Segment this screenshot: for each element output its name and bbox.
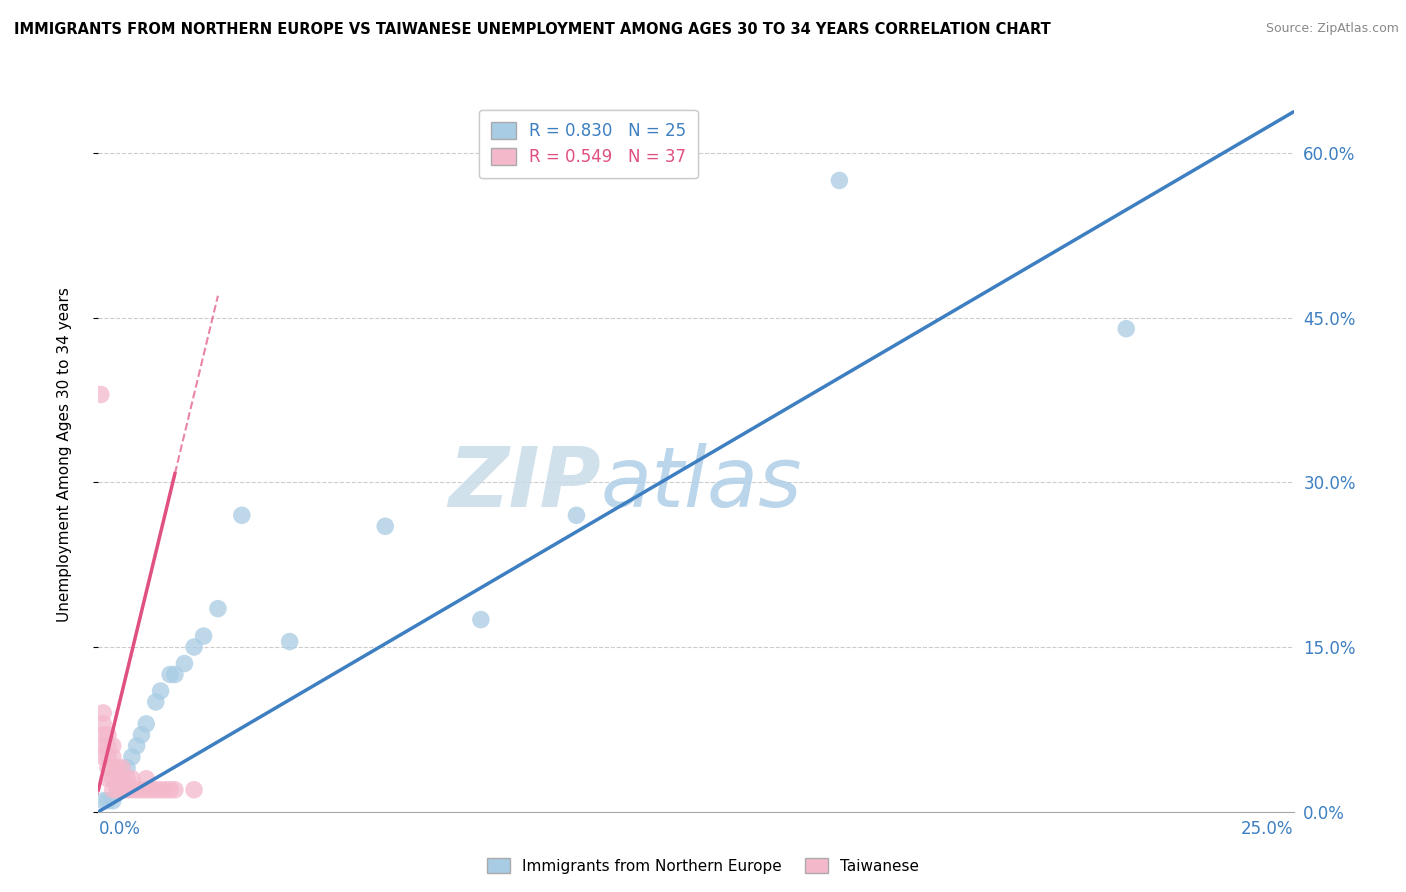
Point <box>145 782 167 797</box>
Point <box>135 717 157 731</box>
Point <box>101 739 124 753</box>
Legend: Immigrants from Northern Europe, Taiwanese: Immigrants from Northern Europe, Taiwane… <box>481 852 925 880</box>
Point <box>91 728 114 742</box>
Point <box>149 684 172 698</box>
Point <box>111 761 134 775</box>
Point <box>101 761 124 775</box>
Point <box>107 772 129 786</box>
Point <box>125 782 148 797</box>
Y-axis label: Unemployment Among Ages 30 to 34 years: Unemployment Among Ages 30 to 34 years <box>58 287 72 623</box>
Point <box>91 717 114 731</box>
Point <box>97 749 120 764</box>
Point <box>139 782 162 797</box>
Point <box>183 782 205 797</box>
Point <box>91 706 114 720</box>
Point <box>107 761 129 775</box>
Point <box>115 772 138 786</box>
Point <box>91 749 114 764</box>
Point <box>135 772 157 786</box>
Point <box>131 782 153 797</box>
Text: 0.0%: 0.0% <box>98 820 141 838</box>
Point <box>231 508 253 523</box>
Point <box>111 782 134 797</box>
Point <box>163 667 186 681</box>
Point <box>470 613 492 627</box>
Point <box>131 728 153 742</box>
Legend: R = 0.830   N = 25, R = 0.549   N = 37: R = 0.830 N = 25, R = 0.549 N = 37 <box>479 110 697 178</box>
Point <box>145 695 167 709</box>
Point <box>101 772 124 786</box>
Point <box>159 782 181 797</box>
Point <box>159 667 181 681</box>
Point <box>97 761 120 775</box>
Point <box>107 782 129 797</box>
Point <box>91 739 114 753</box>
Text: IMMIGRANTS FROM NORTHERN EUROPE VS TAIWANESE UNEMPLOYMENT AMONG AGES 30 TO 34 YE: IMMIGRANTS FROM NORTHERN EUROPE VS TAIWA… <box>14 22 1050 37</box>
Point <box>135 782 157 797</box>
Point <box>193 629 215 643</box>
Text: ZIP: ZIP <box>447 443 600 524</box>
Point <box>91 794 114 808</box>
Point <box>207 601 229 615</box>
Point <box>115 761 138 775</box>
Point <box>1115 321 1137 335</box>
Point <box>149 782 172 797</box>
Point <box>183 640 205 654</box>
Point <box>278 634 301 648</box>
Point <box>111 772 134 786</box>
Point <box>101 749 124 764</box>
Point <box>374 519 396 533</box>
Text: Source: ZipAtlas.com: Source: ZipAtlas.com <box>1265 22 1399 36</box>
Text: atlas: atlas <box>600 443 801 524</box>
Point <box>97 794 120 808</box>
Text: 25.0%: 25.0% <box>1241 820 1294 838</box>
Point <box>90 387 112 401</box>
Point <box>115 782 138 797</box>
Point <box>565 508 588 523</box>
Point <box>125 739 148 753</box>
Point <box>111 772 134 786</box>
Point <box>101 782 124 797</box>
Point <box>107 782 129 797</box>
Point <box>101 794 124 808</box>
Point <box>121 782 143 797</box>
Point <box>155 782 177 797</box>
Point <box>828 173 851 187</box>
Point <box>163 782 186 797</box>
Point <box>121 749 143 764</box>
Point <box>97 728 120 742</box>
Point <box>97 739 120 753</box>
Point <box>97 772 120 786</box>
Point <box>173 657 195 671</box>
Point <box>121 772 143 786</box>
